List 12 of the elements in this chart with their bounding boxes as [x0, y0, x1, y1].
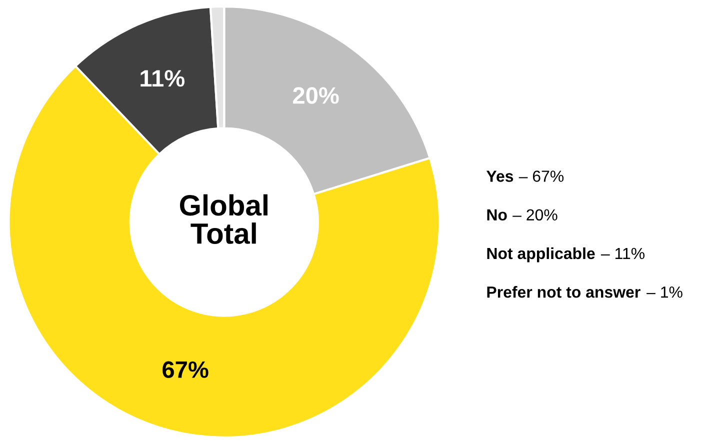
text: No [487, 209, 507, 221]
text: – 67% [518, 170, 564, 182]
text: Global Total [180, 194, 268, 244]
text: Yes [486, 170, 514, 182]
text: – 1% [646, 286, 682, 298]
text: – 20% [512, 209, 558, 221]
data-label: 67% [162, 361, 208, 378]
text: – 11% [600, 248, 644, 260]
data-label: 20% [293, 87, 339, 104]
text: Prefer not to answer [487, 286, 640, 298]
text: Not applicable [487, 247, 595, 262]
data-label: 11% [140, 70, 185, 87]
